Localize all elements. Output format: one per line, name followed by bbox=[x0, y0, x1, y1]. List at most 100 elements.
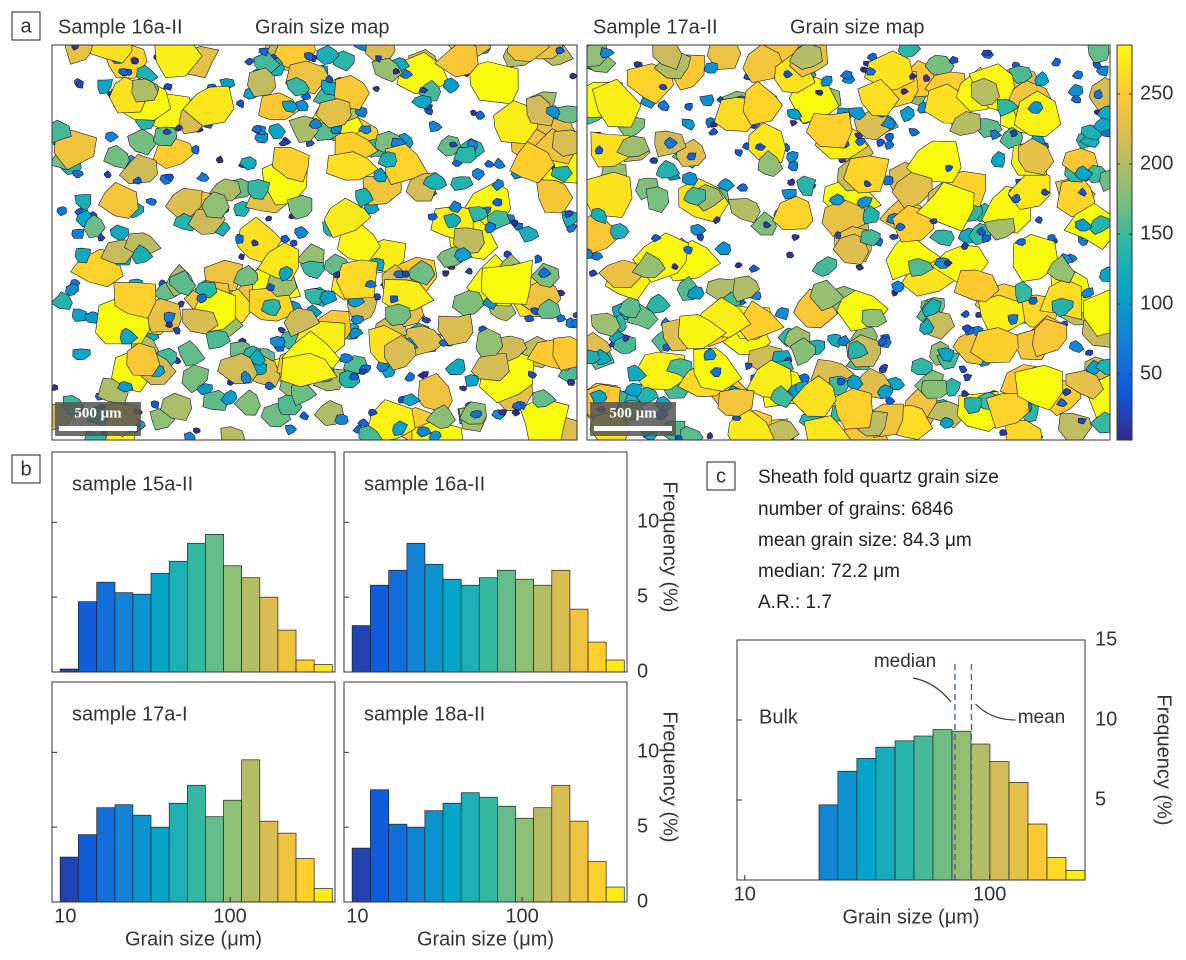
grain bbox=[714, 241, 732, 255]
grain bbox=[442, 270, 450, 277]
grain bbox=[530, 307, 540, 316]
grain bbox=[358, 425, 383, 440]
histogram-bar bbox=[150, 572, 170, 673]
grain bbox=[364, 279, 378, 288]
grain bbox=[827, 333, 842, 348]
histogram-bar bbox=[277, 629, 297, 673]
grain bbox=[1074, 165, 1094, 181]
grain bbox=[286, 77, 310, 97]
grain bbox=[1027, 100, 1044, 114]
grain bbox=[260, 298, 282, 316]
grain bbox=[104, 131, 119, 143]
histogram-bar bbox=[59, 856, 79, 903]
grain bbox=[809, 279, 845, 312]
grain bbox=[475, 110, 486, 120]
y-axis-label: Frequency (%) bbox=[659, 481, 681, 612]
grain bbox=[658, 83, 668, 91]
grain bbox=[990, 129, 1003, 141]
grain bbox=[71, 228, 85, 239]
panel-title: Sheath fold quartz grain size bbox=[758, 467, 999, 488]
histogram-bar bbox=[78, 834, 98, 903]
grain bbox=[371, 57, 403, 83]
grain bbox=[464, 267, 473, 275]
grain bbox=[1093, 117, 1110, 132]
histogram-bar bbox=[150, 826, 170, 903]
grain bbox=[258, 92, 300, 121]
histogram-bar bbox=[587, 641, 607, 673]
axes-frame bbox=[736, 639, 1086, 881]
grain bbox=[326, 151, 380, 181]
grain bbox=[427, 213, 438, 221]
grain bbox=[772, 195, 814, 231]
histogram-bar bbox=[259, 820, 279, 903]
grain bbox=[117, 381, 134, 393]
grain bbox=[891, 280, 905, 293]
grain bbox=[377, 151, 397, 168]
grain bbox=[160, 392, 193, 421]
grain bbox=[118, 153, 159, 185]
grain bbox=[1046, 254, 1076, 284]
grain bbox=[863, 180, 872, 187]
grain bbox=[878, 367, 887, 374]
grain bbox=[289, 239, 298, 247]
grain bbox=[174, 124, 183, 132]
grain bbox=[734, 262, 743, 269]
grain bbox=[278, 265, 293, 282]
grain bbox=[316, 45, 340, 65]
grain bbox=[1014, 364, 1064, 411]
grain bbox=[588, 269, 599, 277]
grain bbox=[284, 424, 297, 436]
grain bbox=[926, 400, 968, 429]
grain bbox=[448, 200, 462, 213]
histogram-bar bbox=[478, 796, 498, 903]
grain bbox=[517, 225, 540, 243]
grain bbox=[811, 256, 837, 277]
colorbar-tick-label: 50 bbox=[1140, 362, 1162, 384]
histogram-bar bbox=[186, 784, 206, 903]
grain bbox=[480, 259, 533, 305]
grain bbox=[787, 178, 796, 186]
histogram-bar bbox=[1065, 870, 1086, 881]
grain bbox=[453, 227, 485, 254]
grain bbox=[281, 100, 298, 113]
grain-map bbox=[52, 45, 577, 440]
grain bbox=[857, 78, 900, 117]
histogram-bar bbox=[241, 759, 261, 903]
histogram-bar bbox=[460, 792, 480, 903]
grain bbox=[861, 308, 888, 328]
grain bbox=[862, 205, 880, 225]
histogram-bar bbox=[388, 569, 408, 673]
grain bbox=[612, 335, 637, 354]
x-tick-label: 100 bbox=[505, 905, 538, 927]
grain bbox=[865, 67, 876, 76]
grain bbox=[453, 145, 477, 164]
histogram-bar bbox=[587, 861, 607, 903]
map-title: Sample 17a-II bbox=[593, 16, 718, 38]
grain bbox=[590, 207, 607, 224]
grain bbox=[519, 397, 570, 440]
grain bbox=[1009, 65, 1033, 84]
panel-label-box bbox=[706, 461, 736, 491]
grain bbox=[382, 279, 435, 312]
grain bbox=[682, 171, 698, 186]
histogram-bar bbox=[132, 593, 152, 673]
scale-bar bbox=[59, 426, 137, 431]
grain bbox=[72, 348, 91, 361]
grain bbox=[404, 371, 415, 382]
histogram-bar bbox=[424, 563, 444, 673]
grain bbox=[280, 234, 291, 244]
grain bbox=[769, 385, 794, 408]
grain bbox=[303, 51, 314, 62]
grain bbox=[981, 234, 992, 244]
grain bbox=[1009, 129, 1018, 138]
grain bbox=[910, 357, 933, 376]
grain bbox=[936, 347, 955, 362]
y-tick-label: 0 bbox=[637, 660, 648, 682]
grain bbox=[908, 128, 921, 137]
histogram-bar bbox=[370, 789, 390, 903]
grain bbox=[444, 358, 466, 376]
grain bbox=[392, 67, 401, 75]
histogram-bar bbox=[894, 740, 915, 881]
grain bbox=[511, 402, 523, 411]
grain bbox=[906, 140, 962, 184]
